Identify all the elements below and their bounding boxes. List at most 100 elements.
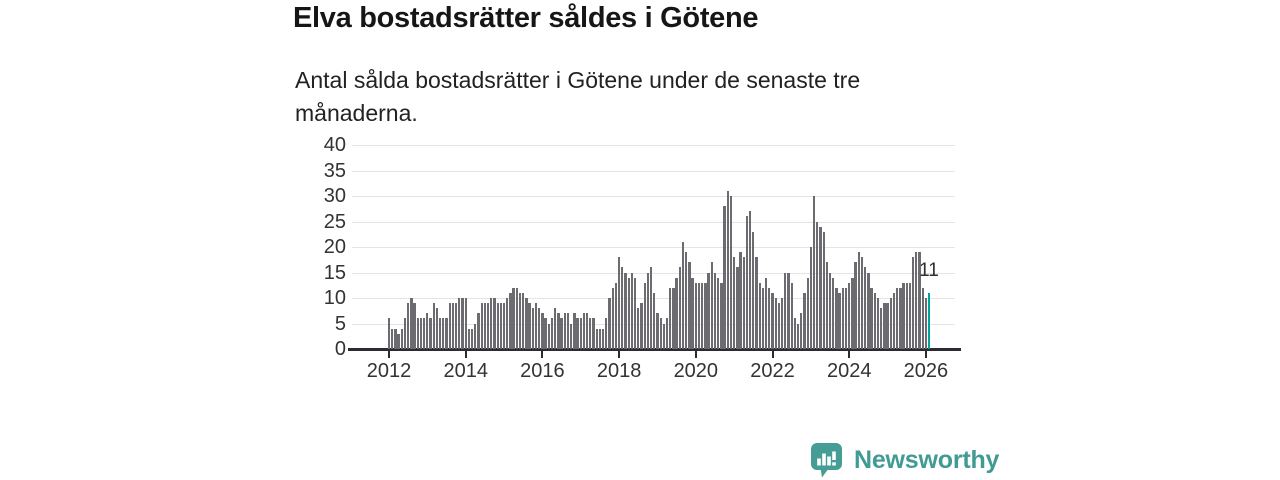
bar xyxy=(397,333,400,349)
bar xyxy=(796,323,800,349)
bar xyxy=(841,287,844,349)
bar xyxy=(445,318,448,349)
bar xyxy=(899,287,902,349)
bar xyxy=(522,292,525,349)
chart-title: Elva bostadsrätter såldes i Götene xyxy=(293,2,759,34)
bar xyxy=(857,252,860,349)
bar xyxy=(688,262,691,349)
bar xyxy=(860,257,864,349)
bar xyxy=(538,308,541,349)
bar xyxy=(864,267,867,349)
bar xyxy=(506,298,509,349)
bar xyxy=(800,313,803,349)
bar xyxy=(483,303,487,349)
bar xyxy=(809,247,813,349)
bar xyxy=(490,298,493,349)
y-axis-label: 30 xyxy=(323,185,346,207)
bar xyxy=(876,298,880,349)
highlighted-bar xyxy=(927,292,931,349)
bar xyxy=(745,216,749,349)
bar xyxy=(921,287,924,349)
bar xyxy=(672,287,675,349)
bar xyxy=(726,190,729,349)
bar xyxy=(435,308,439,349)
bar xyxy=(554,308,557,349)
grid-line xyxy=(352,221,955,223)
bar xyxy=(646,272,650,349)
bar xyxy=(637,308,640,349)
bar xyxy=(828,272,832,349)
bar xyxy=(656,313,659,349)
bar xyxy=(438,318,442,349)
bar xyxy=(470,328,474,349)
x-axis-tick xyxy=(771,350,774,358)
chart-subtitle: Antal sålda bostadsrätter i Götene under… xyxy=(295,67,861,126)
bar xyxy=(617,257,621,349)
bar xyxy=(710,262,713,349)
bar xyxy=(432,303,435,349)
bar xyxy=(653,292,656,349)
bar xyxy=(550,318,554,349)
bar xyxy=(723,206,726,349)
bar xyxy=(598,328,602,349)
bar xyxy=(544,318,547,349)
bar xyxy=(662,323,665,349)
bar xyxy=(547,323,550,349)
y-axis-label: 5 xyxy=(334,312,346,335)
bar xyxy=(908,282,912,349)
bar xyxy=(793,318,797,349)
x-axis-tick xyxy=(618,350,621,358)
bar xyxy=(713,272,717,349)
y-axis-label: 20 xyxy=(323,236,346,258)
bar xyxy=(461,298,464,349)
newsworthy-speech-bubble-icon xyxy=(811,443,842,478)
bar xyxy=(742,257,745,349)
bar xyxy=(665,318,669,349)
y-axis-label: 40 xyxy=(323,134,346,156)
bar xyxy=(758,282,761,349)
bar xyxy=(729,196,733,349)
bar xyxy=(803,292,806,349)
bar xyxy=(924,298,928,349)
newsworthy-wordmark: Newsworthy xyxy=(854,445,1000,474)
bar xyxy=(525,298,528,349)
x-axis-label: 2020 xyxy=(673,360,719,382)
bar xyxy=(701,282,704,349)
bar xyxy=(419,318,423,349)
bar xyxy=(733,257,736,349)
bar xyxy=(493,298,496,349)
bar xyxy=(736,267,739,349)
x-axis-tick xyxy=(694,350,697,358)
x-axis-label: 2014 xyxy=(443,360,488,382)
newsworthy-logo: Newsworthy xyxy=(808,441,999,479)
bar xyxy=(717,277,720,349)
bar xyxy=(429,318,432,349)
bar xyxy=(883,303,886,349)
bar xyxy=(896,287,899,349)
bar xyxy=(560,318,563,349)
bar xyxy=(752,231,755,349)
bar xyxy=(768,287,771,349)
bar xyxy=(586,313,589,349)
bar xyxy=(400,328,403,349)
bar xyxy=(480,303,483,349)
bar xyxy=(669,287,672,349)
bar xyxy=(573,313,576,349)
bar xyxy=(630,272,634,349)
bar xyxy=(880,308,883,349)
bar xyxy=(911,257,915,349)
bar xyxy=(870,287,873,349)
bar xyxy=(697,282,701,349)
grid-line xyxy=(352,247,955,248)
bar xyxy=(774,298,777,349)
y-axis-label: 10 xyxy=(323,287,346,309)
bar xyxy=(534,303,538,349)
bar xyxy=(563,313,566,349)
bar xyxy=(643,282,646,349)
bar xyxy=(691,277,694,349)
latest-value-label: 11 xyxy=(919,260,939,281)
x-axis-line xyxy=(348,348,961,351)
x-axis-tick xyxy=(541,350,544,358)
x-axis-label: 2022 xyxy=(750,360,795,382)
